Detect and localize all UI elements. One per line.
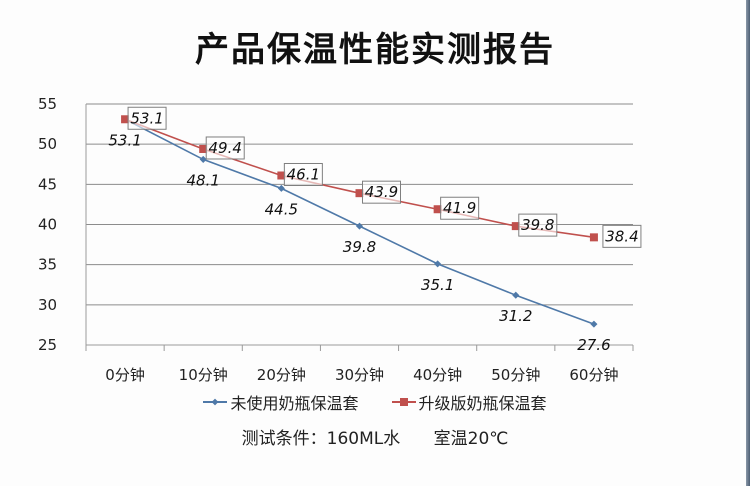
x-tick-label: 10分钟 [179, 366, 228, 384]
square-marker-icon [277, 171, 286, 180]
legend-item-series2: 升级版奶瓶保温套 [391, 390, 547, 414]
square-marker-icon [433, 205, 442, 214]
data-label-box [283, 162, 323, 186]
legend-label-series1: 未使用奶瓶保温套 [230, 394, 359, 413]
data-label: 44.5 [265, 200, 298, 218]
square-marker-icon [589, 233, 598, 242]
data-label: 48.1 [187, 171, 220, 189]
data-label: 49.4 [209, 139, 242, 157]
chart-title: 产品保温性能实测报告 [195, 30, 555, 70]
diamond-marker-icon [434, 260, 442, 268]
data-label-box [205, 136, 245, 160]
square-marker-icon [355, 189, 364, 198]
data-label: 35.1 [421, 276, 454, 294]
y-tick-label: 30 [38, 296, 57, 314]
y-tick-label: 40 [38, 216, 57, 234]
data-label: 41.9 [443, 199, 476, 217]
square-marker-icon [199, 144, 208, 153]
square-marker-icon [121, 115, 130, 124]
x-tick-label: 40分钟 [413, 366, 462, 384]
data-label-box [602, 224, 642, 248]
chart-legend: 未使用奶瓶保温套 升级版奶瓶保温套 [0, 390, 750, 414]
data-label-box [518, 213, 558, 237]
test-conditions: 测试条件：160ML水 室温20℃ [0, 424, 750, 449]
data-label-box [440, 196, 480, 220]
legend-item-series1: 未使用奶瓶保温套 [203, 390, 358, 414]
square-marker-icon [511, 222, 520, 231]
test-condition-room-temp: 室温20℃ [433, 429, 509, 449]
y-tick-label: 35 [38, 256, 57, 274]
diamond-marker-icon [277, 184, 285, 192]
data-label: 53.1 [108, 131, 141, 149]
y-tick-label: 50 [38, 135, 57, 153]
test-condition-water: 测试条件：160ML水 [241, 429, 401, 449]
data-label: 43.9 [365, 183, 398, 201]
square-marker-icon [391, 397, 416, 407]
diamond-marker-icon [590, 320, 598, 328]
data-label: 39.8 [343, 238, 376, 256]
x-tick-label: 50分钟 [491, 366, 540, 384]
data-label-box [362, 180, 401, 204]
x-tick-label: 60分钟 [569, 366, 618, 384]
y-tick-label: 25 [38, 336, 57, 354]
data-label: 31.2 [499, 307, 532, 325]
data-label-box [127, 106, 167, 130]
frame-border [746, 0, 750, 486]
diamond-marker-icon [203, 397, 228, 407]
x-tick-label: 30分钟 [335, 366, 384, 384]
data-label: 27.6 [577, 336, 610, 354]
y-tick-label: 45 [38, 175, 57, 193]
diamond-marker-icon [355, 222, 364, 230]
x-tick-label: 20分钟 [257, 366, 306, 384]
data-label: 53.1 [130, 109, 163, 127]
y-tick-label: 55 [38, 95, 57, 113]
diamond-marker-icon [512, 291, 520, 299]
diamond-marker-icon [199, 155, 207, 163]
data-label: 39.8 [521, 216, 554, 234]
line-chart: 25 30 35 40 45 50 55 0分钟 10分钟 20分钟 30分钟 40分钟 50分钟 60分… [38, 95, 642, 384]
legend-label-series2: 升级版奶瓶保温套 [418, 394, 547, 413]
data-label: 38.4 [605, 227, 638, 245]
data-label: 46.1 [287, 165, 320, 183]
x-tick-label: 0分钟 [105, 366, 145, 384]
